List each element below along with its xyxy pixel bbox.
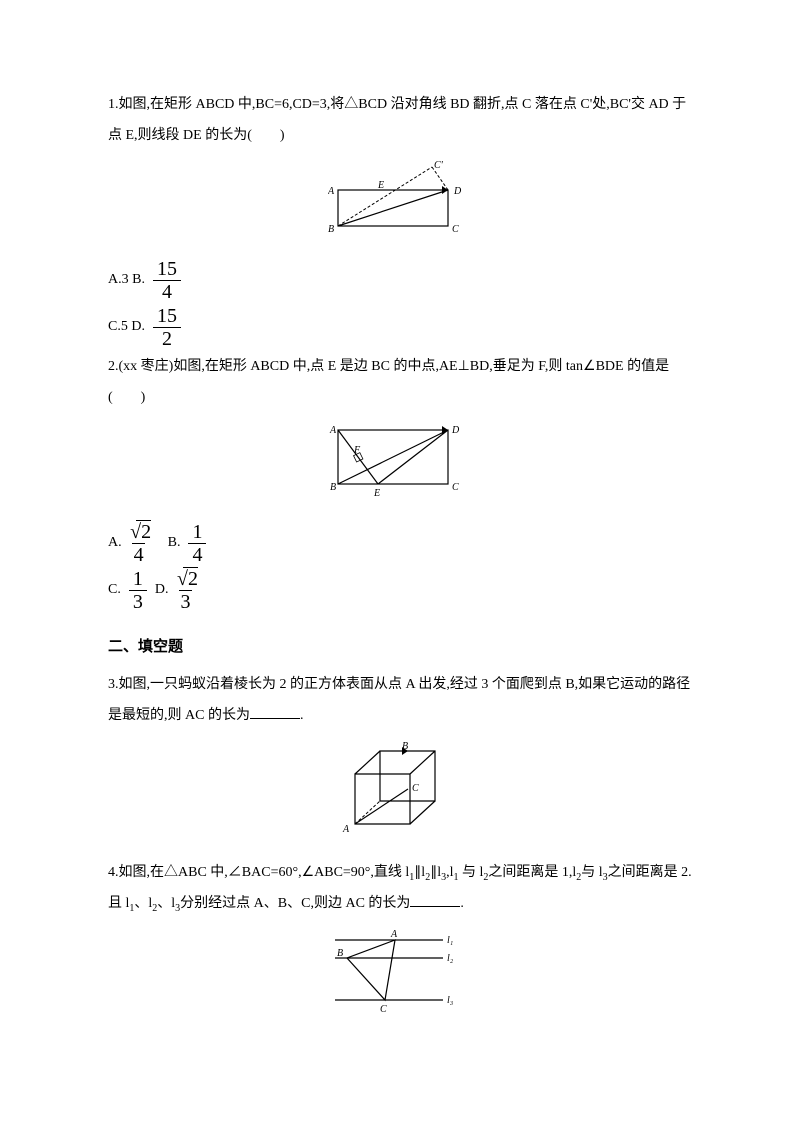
- svg-text:B: B: [337, 948, 343, 959]
- svg-text:E: E: [377, 180, 384, 191]
- q3-figure: A B C: [108, 739, 692, 852]
- q2-optB-label: B.: [168, 528, 181, 559]
- q2-options-cd: C. 1 3 D. 2√ 3: [108, 568, 692, 613]
- q4-figure: A B C l₁ l₂ l₃: [108, 928, 692, 1031]
- q3-text-post: .: [300, 708, 304, 723]
- svg-text:D: D: [451, 425, 460, 436]
- question-2: 2.(xx 枣庄)如图,在矩形 ABCD 中,点 E 是边 BC 的中点,AE⊥…: [108, 352, 692, 414]
- q1-optB-frac: 15 4: [153, 258, 181, 303]
- svg-text:B: B: [328, 224, 334, 235]
- svg-text:A: A: [329, 425, 337, 436]
- question-4: 4.如图,在△ABC 中,∠BAC=60°,∠ABC=90°,直线 l1∥l2∥…: [108, 858, 692, 920]
- q2-optC-frac: 1 3: [129, 568, 147, 613]
- svg-text:E: E: [373, 488, 380, 499]
- section-2-title: 二、填空题: [108, 631, 692, 664]
- q1-optA-label: A.3 B.: [108, 265, 145, 296]
- q3-blank: [250, 705, 300, 719]
- svg-text:l₁: l₁: [447, 935, 453, 946]
- svg-text:D: D: [453, 186, 462, 197]
- q2-optA-label: A.: [108, 528, 122, 559]
- q1-text: 1.如图,在矩形 ABCD 中,BC=6,CD=3,将△BCD 沿对角线 BD …: [108, 97, 686, 143]
- svg-text:B: B: [330, 482, 336, 493]
- svg-text:A: A: [342, 824, 350, 835]
- svg-text:A: A: [390, 929, 398, 940]
- q2-options-ab: A. 2√ 4 B. 1 4: [108, 521, 692, 566]
- question-3: 3.如图,一只蚂蚁沿着棱长为 2 的正方体表面从点 A 出发,经过 3 个面爬到…: [108, 670, 692, 732]
- q2-figure: A D B C E F: [108, 422, 692, 515]
- svg-text:C': C': [434, 160, 444, 171]
- q2-optB-frac: 1 4: [188, 521, 206, 566]
- svg-text:C: C: [380, 1004, 387, 1015]
- q3-text-pre: 3.如图,一只蚂蚁沿着棱长为 2 的正方体表面从点 A 出发,经过 3 个面爬到…: [108, 677, 690, 723]
- q2-optA-frac: 2√ 4: [130, 521, 148, 566]
- q2-optD-label: D.: [155, 575, 169, 606]
- q2-optD-frac: 2√ 3: [176, 568, 194, 613]
- q1-figure: A B C D E C': [108, 160, 692, 253]
- q1-optC-label: C.5 D.: [108, 312, 145, 343]
- q1-options-ab: A.3 B. 15 4: [108, 258, 692, 303]
- q4-text: 4.如图,在△ABC 中,∠BAC=60°,∠ABC=90°,直线 l1∥l2∥…: [108, 865, 692, 911]
- q4-blank: [410, 893, 460, 907]
- svg-text:C: C: [412, 783, 419, 794]
- q1-options-cd: C.5 D. 15 2: [108, 305, 692, 350]
- svg-text:C: C: [452, 224, 459, 235]
- svg-text:l₂: l₂: [447, 953, 454, 964]
- q2-optC-label: C.: [108, 575, 121, 606]
- svg-text:F: F: [353, 445, 361, 456]
- svg-text:A: A: [328, 186, 335, 197]
- q1-optD-frac: 15 2: [153, 305, 181, 350]
- q4-text-end: .: [460, 896, 464, 911]
- question-1: 1.如图,在矩形 ABCD 中,BC=6,CD=3,将△BCD 沿对角线 BD …: [108, 90, 692, 152]
- svg-text:C: C: [452, 482, 459, 493]
- q2-text: 2.(xx 枣庄)如图,在矩形 ABCD 中,点 E 是边 BC 的中点,AE⊥…: [108, 359, 669, 405]
- svg-text:l₃: l₃: [447, 995, 454, 1006]
